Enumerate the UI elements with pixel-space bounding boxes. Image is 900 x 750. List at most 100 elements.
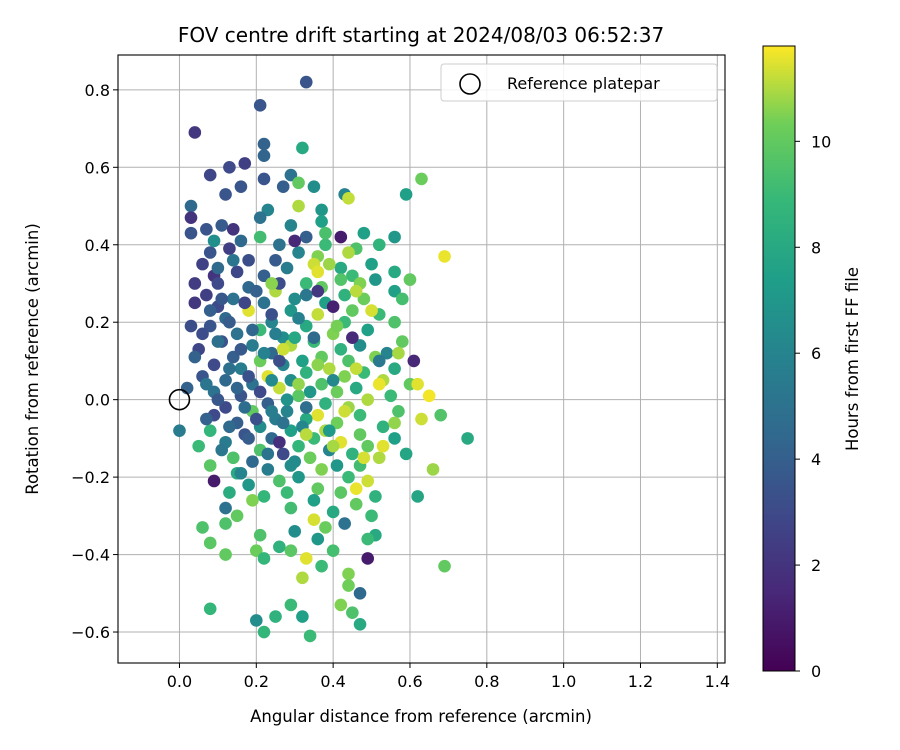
- y-tick-label: 0.8: [85, 81, 110, 100]
- legend-entry-label: Reference platepar: [507, 74, 660, 93]
- x-tick-label: 0.8: [474, 672, 499, 691]
- data-point: [265, 308, 278, 321]
- data-point: [203, 459, 217, 472]
- data-point: [311, 308, 325, 321]
- y-axis-label: Rotation from reference (arcmin): [23, 223, 42, 495]
- data-point: [250, 614, 263, 627]
- data-point: [303, 451, 317, 465]
- data-point: [261, 447, 275, 461]
- x-tick-label: 1.4: [705, 672, 730, 691]
- data-point: [284, 219, 298, 232]
- data-point: [219, 517, 232, 530]
- data-point: [392, 346, 405, 360]
- data-point: [357, 226, 371, 240]
- data-point: [196, 257, 209, 271]
- data-point: [403, 273, 417, 286]
- data-point: [188, 277, 202, 290]
- data-point: [200, 412, 213, 426]
- data-point: [346, 269, 359, 283]
- data-point: [207, 358, 221, 372]
- data-point: [338, 288, 351, 302]
- data-point: [361, 552, 375, 565]
- data-point: [361, 532, 375, 546]
- data-point: [284, 501, 298, 515]
- data-point: [250, 284, 263, 298]
- data-point: [196, 327, 209, 341]
- data-point: [196, 521, 209, 534]
- data-point: [276, 180, 290, 193]
- data-point: [273, 474, 286, 488]
- data-point: [299, 319, 313, 333]
- data-point: [200, 222, 213, 236]
- data-point: [392, 404, 405, 418]
- data-point: [253, 211, 267, 224]
- data-point: [296, 141, 309, 155]
- x-axis-label: Angular distance from reference (arcmin): [250, 707, 592, 726]
- x-tick-label: 1.0: [551, 672, 576, 691]
- data-point: [307, 180, 321, 193]
- data-point: [280, 404, 294, 418]
- colorbar-ticks: 0 2 4 6 8 10: [795, 132, 831, 681]
- data-point: [334, 273, 348, 286]
- data-point: [246, 494, 259, 507]
- data-point: [296, 571, 309, 585]
- data-point: [265, 404, 278, 418]
- data-point: [203, 246, 217, 259]
- data-point: [372, 377, 386, 391]
- y-axis-ticks: −0.6 −0.4 −0.2 0.0 0.2 0.4 0.6 0.8: [71, 81, 118, 642]
- data-point: [342, 567, 355, 581]
- data-point: [234, 180, 248, 193]
- data-point: [200, 377, 213, 391]
- data-point: [292, 389, 305, 403]
- data-point: [407, 354, 421, 368]
- data-point: [203, 424, 217, 437]
- colorbar-label: Hours from first FF file: [843, 267, 862, 451]
- data-point: [311, 358, 325, 372]
- x-tick-label: 0.6: [397, 672, 422, 691]
- data-point: [292, 377, 305, 391]
- x-tick-label: 0.0: [167, 672, 192, 691]
- data-point: [311, 532, 325, 546]
- data-point: [369, 273, 382, 286]
- data-point: [315, 203, 328, 217]
- data-point: [415, 412, 428, 426]
- colorbar-tick-label: 0: [811, 662, 821, 681]
- data-point: [269, 610, 282, 623]
- data-point: [395, 335, 409, 348]
- data-point: [388, 315, 401, 329]
- data-point: [230, 509, 244, 523]
- data-point: [226, 350, 240, 364]
- data-point: [292, 199, 305, 213]
- data-point: [315, 377, 328, 391]
- colorbar-tick-label: 6: [811, 344, 821, 363]
- data-point: [280, 261, 294, 275]
- data-point: [399, 188, 413, 201]
- data-point: [284, 598, 298, 612]
- plot-frame: [117, 54, 726, 664]
- data-point: [211, 335, 225, 348]
- y-tick-label: 0.2: [85, 313, 110, 332]
- data-point: [234, 234, 248, 248]
- data-point: [250, 412, 263, 426]
- data-point: [388, 230, 401, 244]
- data-point: [257, 625, 271, 639]
- data-point: [346, 304, 359, 317]
- data-point: [299, 366, 313, 379]
- data-point: [238, 157, 252, 170]
- data-point: [257, 269, 271, 283]
- data-point: [242, 432, 255, 445]
- data-point: [303, 385, 317, 399]
- data-point: [353, 339, 367, 352]
- data-point: [342, 470, 355, 484]
- data-point: [315, 215, 328, 228]
- data-point: [334, 261, 348, 275]
- data-point: [322, 362, 336, 375]
- data-point: [357, 292, 371, 306]
- data-point: [207, 234, 221, 248]
- data-point: [330, 416, 344, 430]
- data-point: [326, 544, 340, 557]
- data-point: [299, 230, 313, 244]
- data-point: [342, 579, 355, 592]
- data-point: [296, 354, 309, 368]
